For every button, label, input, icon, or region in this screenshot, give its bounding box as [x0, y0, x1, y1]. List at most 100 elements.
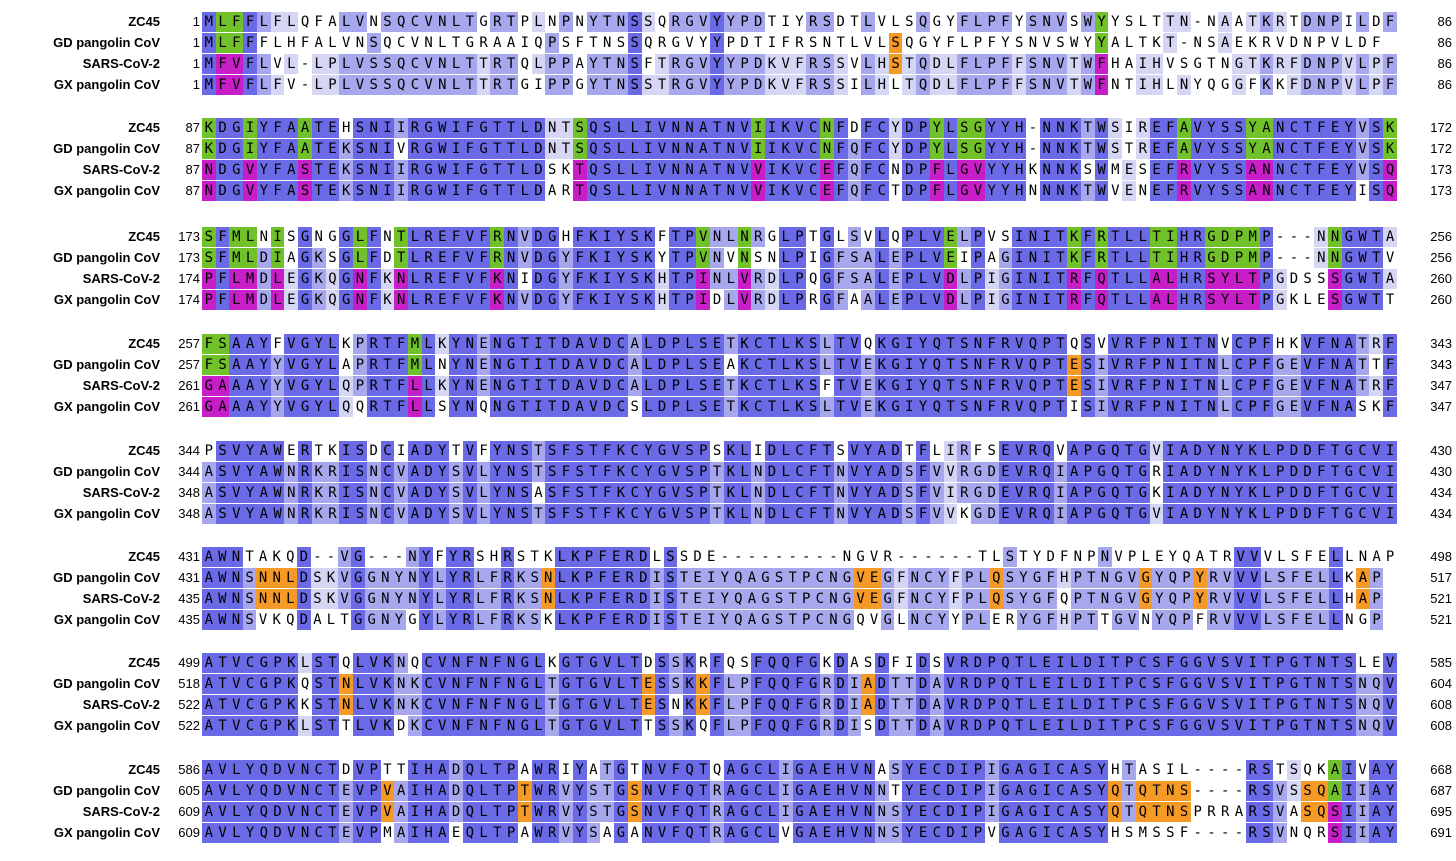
end-position: 347 [1430, 378, 1452, 393]
alignment-row: ZC45 1 M L F F L F L Q F A L V N S Q C V N L T G R T P L N P N Y T N S S Q R… [0, 12, 1456, 32]
alignment-row: GX pangolin CoV 87 N D G V Y F A S T E K S N I I R G W I F G T T… [0, 181, 1456, 201]
end-position: 86 [1437, 35, 1452, 50]
start-position: 431 [178, 570, 200, 585]
start-position: 87 [185, 162, 200, 177]
start-position: 173 [178, 250, 200, 265]
species-label: ZC45 [128, 120, 160, 135]
alignment-block-4: ZC45 257 F S A A Y F V G Y L K P R T F M L K Y N E N G T I T D A V D C A L… [0, 333, 1456, 421]
alignment-row: SARS-CoV-2 348 A S V Y A W N R K R I S N C V A D Y S V L Y N S A S F… [0, 483, 1456, 503]
start-position: 431 [178, 549, 200, 564]
species-label: SARS-CoV-2 [82, 162, 160, 177]
end-position: 608 [1430, 697, 1452, 712]
species-label: ZC45 [128, 762, 160, 777]
end-position: 521 [1430, 612, 1452, 627]
species-label: ZC45 [128, 443, 160, 458]
alignment-row: GD pangolin CoV 605 A V L Y Q D V N C T E V P V A I H A D Q L T… [0, 781, 1456, 801]
start-position: 1 [192, 35, 200, 50]
species-label: GD pangolin CoV [53, 141, 160, 156]
end-position: 695 [1430, 804, 1452, 819]
start-position: 1 [192, 56, 200, 71]
species-label: SARS-CoV-2 [82, 271, 160, 286]
species-label: GD pangolin CoV [53, 783, 160, 798]
start-position: 518 [178, 676, 200, 691]
alignment-block-2: ZC45 87 K D G I Y F A A T E H S N I I R G W I F G T T L D N T S Q S L L I V… [0, 117, 1456, 205]
alignment-row: ZC45 586 A V L Y Q D V N C T D V P T T I H A D Q L T P A W R I Y A T G T N… [0, 760, 1456, 780]
species-label: SARS-CoV-2 [82, 804, 160, 819]
alignment-row: SARS-CoV-2 174 P F L M D L E G K Q G N F K N L R E F V F K N I D G Y… [0, 269, 1456, 289]
end-position: 430 [1430, 464, 1452, 479]
start-position: 173 [178, 229, 200, 244]
start-position: 87 [185, 141, 200, 156]
species-label: SARS-CoV-2 [82, 378, 160, 393]
alignment-row: GX pangolin CoV 261 G A A A Y Y V G Y L Q Q R T F L L S Y N Q N… [0, 397, 1456, 417]
species-label: SARS-CoV-2 [82, 697, 160, 712]
start-position: 1 [192, 14, 200, 29]
end-position: 668 [1430, 762, 1452, 777]
start-position: 499 [178, 655, 200, 670]
alignment-row: SARS-CoV-2 261 G A A A Y Y V G Y L Q P R T F L L K Y N E N G T I T D… [0, 376, 1456, 396]
end-position: 172 [1430, 141, 1452, 156]
alignment-row: GD pangolin CoV 173 S F M L D I A G K S G L F D T L R E F V F R… [0, 248, 1456, 268]
start-position: 261 [178, 399, 200, 414]
alignment-row: ZC45 344 P S V Y A W E R T K I S D C I A D Y T V F Y N S T S F S T F K C Y… [0, 441, 1456, 461]
start-position: 257 [178, 336, 200, 351]
alignment-row: GD pangolin CoV 1 M L F F F L H F A L V N S Q C V N L T G R A A I… [0, 33, 1456, 53]
start-position: 348 [178, 506, 200, 521]
start-position: 435 [178, 591, 200, 606]
alignment-row: SARS-CoV-2 1 M F V F L V L - L P L V S S Q C V N L T T R T Q L P P A Y… [0, 54, 1456, 74]
start-position: 344 [178, 464, 200, 479]
start-position: 586 [178, 762, 200, 777]
alignment-block-5: ZC45 344 P S V Y A W E R T K I S D C I A D Y T V F Y N S T S F S T F K C Y… [0, 440, 1456, 528]
end-position: 347 [1430, 399, 1452, 414]
start-position: 87 [185, 120, 200, 135]
alignment-row: ZC45 87 K D G I Y F A A T E H S N I I R G W I F G T T L D N T S Q S L L I V… [0, 118, 1456, 138]
end-position: 434 [1430, 485, 1452, 500]
species-label: GD pangolin CoV [53, 250, 160, 265]
species-label: ZC45 [128, 336, 160, 351]
species-label: ZC45 [128, 14, 160, 29]
alignment-row: GX pangolin CoV 609 A V L Y Q D V N C T E V P M A I H A E Q L T… [0, 823, 1456, 843]
alignment-row: GX pangolin CoV 174 P F L M D L E G K Q G N F K N L R E F V F K… [0, 290, 1456, 310]
alignment-row: GD pangolin CoV 344 A S V Y A W N R K R I S N C V A D Y S V L Y… [0, 462, 1456, 482]
alignment-block-8: ZC45 586 A V L Y Q D V N C T D V P T T I H A D Q L T P A W R I Y A T G T N… [0, 759, 1456, 847]
species-label: GX pangolin CoV [53, 183, 160, 198]
alignment-row: GX pangolin CoV 348 A S V Y A W N R K R I S N C V A D Y S V L Y… [0, 504, 1456, 524]
end-position: 86 [1437, 56, 1452, 71]
alignment-row: ZC45 173 S F M L N I S G N G G L F N T L R E F V F R N V D G H F K I Y S K… [0, 227, 1456, 247]
end-position: 430 [1430, 443, 1452, 458]
alignment-row: GD pangolin CoV 87 K D G I Y F A A T E K S N I V R G W I F G T T… [0, 139, 1456, 159]
start-position: 522 [178, 697, 200, 712]
start-position: 522 [178, 718, 200, 733]
species-label: ZC45 [128, 549, 160, 564]
end-position: 687 [1430, 783, 1452, 798]
alignment-row: GX pangolin CoV 1 M F V F L F V - L P L V S S Q C V N L T T R T G… [0, 75, 1456, 95]
species-label: GX pangolin CoV [53, 399, 160, 414]
end-position: 585 [1430, 655, 1452, 670]
alignment-row: GX pangolin CoV 435 A W N S V K Q D A L T G G N Y G Y L Y R L F… [0, 610, 1456, 630]
start-position: 174 [178, 292, 200, 307]
start-position: 435 [178, 612, 200, 627]
end-position: 608 [1430, 718, 1452, 733]
start-position: 344 [178, 443, 200, 458]
alignment-row: SARS-CoV-2 609 A V L Y Q D V N C T E V P V A I H A D Q L T P T W R V… [0, 802, 1456, 822]
end-position: 604 [1430, 676, 1452, 691]
species-label: GD pangolin CoV [53, 35, 160, 50]
species-label: GX pangolin CoV [53, 612, 160, 627]
